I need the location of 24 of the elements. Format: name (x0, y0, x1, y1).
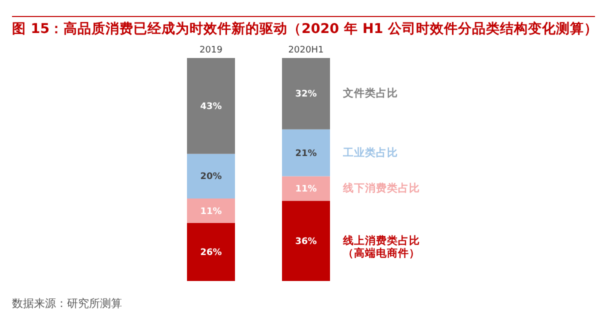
series-label: 文件类占比 (342, 86, 398, 100)
bar (186, 58, 235, 154)
series-label: 线上消费类占比（高端电商件） (342, 234, 420, 260)
data-label: 32% (295, 90, 317, 100)
x-tick-label: 2020H1 (288, 46, 324, 56)
source-note: 数据来源：研究所测算 (12, 296, 122, 311)
data-label: 43% (200, 102, 222, 112)
chart-title: 图 15：高品质消费已经成为时效件新的驱动（2020 年 H1 公司时效件分品类结构变化测算） (12, 20, 598, 38)
bar (282, 58, 330, 130)
data-label: 26% (200, 248, 222, 258)
bar (186, 223, 235, 281)
bar (186, 154, 235, 198)
series-label: 工业类占比 (342, 146, 398, 159)
x-tick-label: 2019 (200, 46, 223, 56)
bar (186, 198, 235, 224)
data-label: 11% (295, 184, 317, 194)
data-label: 36% (295, 236, 317, 247)
data-label: 11% (200, 206, 222, 217)
data-label: 21% (295, 148, 317, 159)
bar (282, 176, 330, 201)
bar (282, 129, 330, 176)
data-label: 20% (200, 172, 222, 182)
series-label: 线下消费类占比 (342, 181, 420, 194)
bar (282, 200, 330, 281)
